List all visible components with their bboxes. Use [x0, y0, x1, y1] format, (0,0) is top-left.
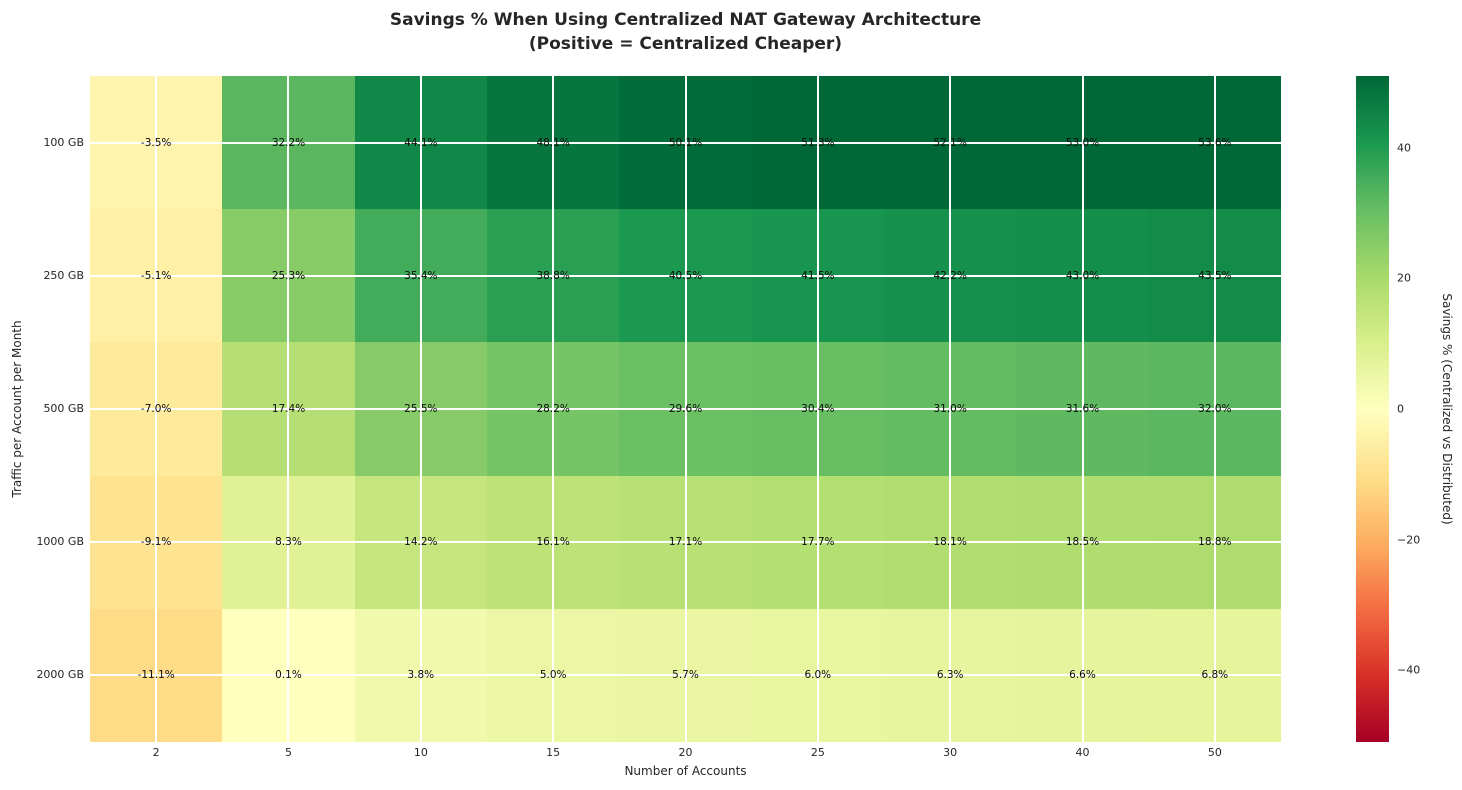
cell-value-label: 5.0% [539, 669, 567, 682]
cell-value-label: 3.8% [407, 669, 435, 682]
cell-value-label: -9.1% [140, 536, 172, 549]
x-tick-label: 50 [1207, 746, 1222, 759]
cell-value-label: 6.8% [1201, 669, 1229, 682]
cell-value-label: 5.7% [672, 669, 699, 682]
chart-title: Savings % When Using Centralized NAT Gat… [389, 10, 982, 30]
cell-value-labels: -3.5% 32.2% 44.1% 48.1% 50.1% 51.3% 52.1% 53.0%… [90, 76, 1281, 742]
colorbar-gradient [1356, 76, 1389, 742]
cell-value-label: 17.1% [668, 536, 703, 549]
cell-value-label: -3.5% [140, 136, 172, 149]
cell-value-label: 18.1% [933, 536, 967, 549]
cell-value-label: 44.1% [404, 136, 438, 149]
cell-value-label: 41.5% [801, 269, 835, 282]
cell-value-label: 53.6% [1198, 136, 1232, 149]
cell-value-label: 18.5% [1065, 536, 1100, 549]
y-tick-label: 250 GB [43, 268, 84, 282]
cell-value-label: -7.0% [140, 403, 172, 415]
cell-value-label: 16.1% [536, 536, 570, 549]
cell-value-label: 50.1% [668, 136, 703, 149]
y-tick-label: 1000 GB [36, 535, 84, 549]
cell-value-label: 0.1% [275, 669, 302, 682]
cell-value-label: 29.6% [668, 403, 703, 415]
colorbar-title: Savings % (Centralized vs Distributed) [1440, 293, 1454, 525]
cell-value-label: 40.5% [668, 269, 703, 282]
x-tick-label: 10 [413, 746, 428, 759]
colorbar-tick-label: 40 [1397, 141, 1411, 155]
x-tick-label: 15 [546, 746, 561, 759]
y-axis-title: Traffic per Account per Month [10, 320, 24, 498]
cell-value-label: 17.4% [271, 403, 306, 415]
colorbar-tick-label: 0 [1397, 402, 1404, 416]
colorbar-tick-label: −20 [1397, 533, 1421, 547]
x-tick-label: 25 [810, 746, 825, 759]
x-tick-label: 40 [1075, 746, 1090, 759]
x-axis-title: Number of Accounts [624, 764, 747, 778]
x-tick-label: 2 [152, 746, 160, 759]
cell-value-label: 28.2% [536, 403, 570, 415]
cell-value-label: 8.3% [275, 536, 302, 549]
cell-value-label: 38.8% [536, 269, 570, 282]
cell-value-label: 17.7% [801, 536, 835, 549]
cell-value-label: 48.1% [536, 136, 570, 149]
y-tick-label: 2000 GB [36, 668, 84, 682]
cell-value-label: 32.0% [1198, 403, 1232, 415]
cell-value-label: 18.8% [1198, 536, 1232, 549]
cell-value-label: 31.0% [933, 403, 967, 415]
x-tick-label: 20 [678, 746, 693, 759]
cell-value-label: -11.1% [137, 669, 175, 682]
cell-value-label: 6.3% [936, 669, 964, 682]
cell-value-label: 52.1% [933, 136, 967, 149]
cell-value-label: 25.5% [404, 403, 438, 415]
cell-value-label: 43.5% [1198, 269, 1232, 282]
cell-value-label: 51.3% [801, 136, 835, 149]
cell-value-label: 35.4% [404, 269, 438, 282]
x-tick-label: 5 [285, 746, 292, 759]
cell-value-label: 14.2% [404, 536, 438, 549]
y-tick-label: 100 GB [43, 135, 84, 149]
cell-value-label: 30.4% [801, 403, 835, 415]
cell-value-label: 25.3% [271, 269, 306, 282]
cell-value-label: 6.0% [804, 669, 832, 682]
cell-value-label: 31.6% [1065, 403, 1100, 415]
cell-value-label: 43.0% [1065, 269, 1100, 282]
cell-value-label: 42.2% [933, 269, 967, 282]
cell-value-label: 6.6% [1069, 669, 1096, 682]
colorbar-tick-label: −40 [1397, 663, 1421, 677]
cell-value-label: -5.1% [140, 269, 172, 282]
chart-subtitle: (Positive = Centralized Cheaper) [528, 34, 843, 54]
cell-value-label: 32.2% [271, 136, 306, 149]
heatmap-plot-area: -3.5% 32.2% 44.1% 48.1% 50.1% 51.3% 52.1% 53.0%… [90, 76, 1281, 742]
y-tick-label: 500 GB [43, 402, 84, 415]
title-block: Savings % When Using Centralized NAT Gat… [90, 8, 1281, 56]
cell-value-label: 53.0% [1065, 136, 1100, 149]
x-tick-label: 30 [943, 746, 958, 759]
colorbar-tick-label: 20 [1397, 271, 1411, 285]
